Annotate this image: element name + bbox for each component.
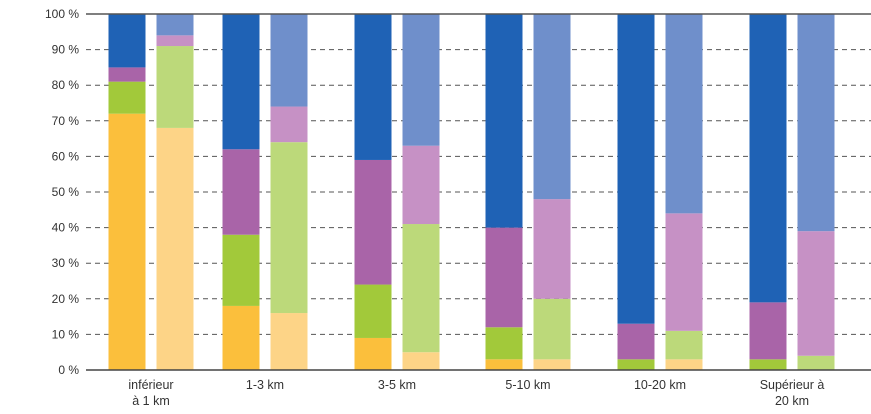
bar-segment [749, 14, 787, 303]
bar-segment [533, 298, 571, 360]
bar-segment [617, 359, 655, 370]
y-tick-label: 80 % [52, 78, 80, 92]
bar-segment [402, 352, 440, 370]
y-tick-label: 40 % [52, 221, 80, 235]
bar-segment [156, 127, 194, 370]
y-tick-label: 20 % [52, 292, 80, 306]
bar-segment [749, 359, 787, 370]
x-category-label: 5-10 km [505, 378, 550, 392]
y-tick-label: 50 % [52, 185, 80, 199]
bar-segment [156, 35, 194, 47]
bar-segment [354, 14, 392, 160]
bar-segment [222, 234, 260, 306]
bars [108, 14, 835, 371]
bar-segment [270, 142, 308, 314]
bar-segment [797, 355, 835, 370]
y-tick-label: 10 % [52, 327, 80, 341]
bar-segment [533, 199, 571, 299]
axes [86, 13, 871, 371]
bar-segment [533, 359, 571, 370]
y-tick-label: 90 % [52, 43, 80, 57]
bar-segment [797, 231, 835, 356]
y-tick-label: 70 % [52, 114, 80, 128]
bar-segment [354, 284, 392, 338]
x-axis-category-labels: inférieur à 1 km 1-3 km 3-5 km 5-10 km 10-20 … [128, 378, 824, 408]
bar-segment [402, 224, 440, 353]
bar-segment [222, 305, 260, 370]
bar-segment [665, 330, 703, 360]
bar-segment [108, 67, 146, 82]
x-category-label: 3-5 km [378, 378, 416, 392]
bar-segment [485, 359, 523, 370]
bar-segment [270, 313, 308, 370]
y-tick-label: 60 % [52, 149, 80, 163]
bar-segment [270, 14, 308, 107]
y-tick-label: 30 % [52, 256, 80, 270]
bar-segment [617, 14, 655, 324]
bar-segment [797, 14, 835, 232]
bar-segment [354, 159, 392, 285]
bar-segment [665, 359, 703, 370]
bar-segment [270, 106, 308, 143]
y-axis-tick-labels: 0 % 10 % 20 % 30 % 40 % 50 % 60 % 70 % 80 % 90 % 1… [45, 7, 79, 377]
bar-segment [485, 14, 523, 228]
x-category-label: 1-3 km [246, 378, 284, 392]
bar-segment [665, 14, 703, 214]
x-category-label: Supérieur à [760, 378, 825, 392]
bar-segment [485, 327, 523, 360]
bar-segment [108, 81, 146, 114]
bar-segment [533, 14, 571, 200]
bar-segment [665, 213, 703, 331]
bar-segment [222, 14, 260, 150]
x-category-label: à 1 km [132, 394, 170, 408]
bar-segment [222, 149, 260, 235]
bar-segment [108, 113, 146, 371]
bar-segment [402, 14, 440, 146]
bar-segment [354, 337, 392, 370]
grid-lines [86, 49, 871, 335]
x-category-label: 10-20 km [634, 378, 686, 392]
bar-segment [108, 14, 146, 68]
y-tick-label: 100 % [45, 7, 79, 21]
bar-segment [402, 145, 440, 225]
bar-segment [156, 14, 194, 36]
bar-segment [485, 227, 523, 328]
bar-segment [156, 46, 194, 128]
x-category-label: 20 km [775, 394, 809, 408]
y-tick-label: 0 % [58, 363, 79, 377]
x-category-label: inférieur [128, 378, 173, 392]
bar-segment [617, 323, 655, 360]
bar-segment [749, 302, 787, 360]
